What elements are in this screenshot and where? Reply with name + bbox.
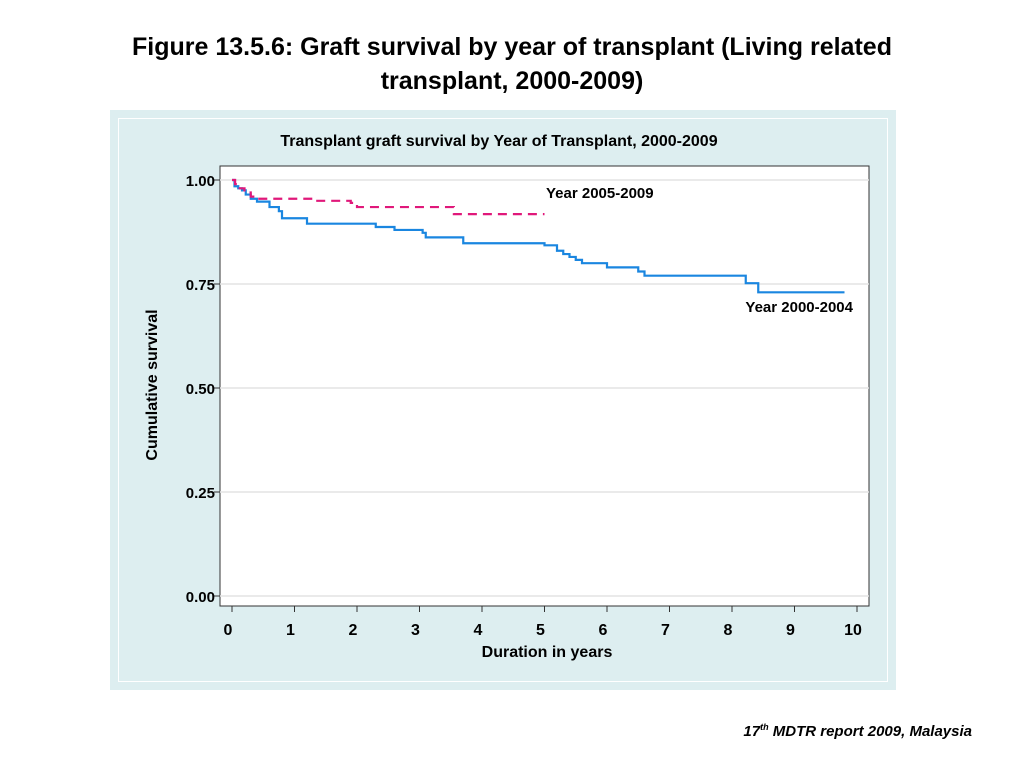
x-axis-label: Duration in years	[482, 644, 613, 661]
y-tick-label-0.25: 0.25	[186, 485, 215, 502]
x-tick-label-3: 3	[411, 622, 420, 639]
x-tick-label-2: 2	[349, 622, 358, 639]
slide-title-line-2: transplant, 2000-2009)	[380, 67, 644, 95]
y-tick-label-0.50: 0.50	[186, 381, 215, 398]
x-tick-label-9: 9	[786, 622, 795, 639]
x-tick-label-10: 10	[844, 622, 862, 639]
slide-title-line-1: Figure 13.5.6: Graft survival by year of…	[132, 33, 892, 61]
y-tick-label-0.75: 0.75	[186, 277, 215, 294]
x-tick-label-0: 0	[224, 622, 233, 639]
footer-text: MDTR report 2009, Malaysia	[768, 723, 972, 740]
y-tick-label-1.00: 1.00	[186, 173, 215, 190]
slide-title: Figure 13.5.6: Graft survival by year of…	[40, 30, 984, 98]
x-tick-label-4: 4	[474, 622, 483, 639]
y-tick-label-0.00: 0.00	[186, 589, 215, 606]
x-tick-label-6: 6	[599, 622, 608, 639]
series-line-2005-2009	[232, 178, 545, 216]
x-tick-label-5: 5	[536, 622, 545, 639]
chart-panel: Transplant graft survival by Year of Tra…	[110, 110, 896, 690]
series-line-2000-2004	[232, 178, 845, 294]
chart-inner-frame	[118, 118, 888, 682]
series-label-2005-2009: Year 2005-2009	[546, 185, 654, 202]
chart-title: Transplant graft survival by Year of Tra…	[280, 133, 717, 150]
footer-ordinal: 17	[743, 723, 761, 740]
x-tick-label-7: 7	[661, 622, 670, 639]
survival-chart: Transplant graft survival by Year of Tra…	[144, 133, 870, 661]
plot-area	[219, 165, 870, 607]
report-footer: 17th MDTR report 2009, Malaysia	[743, 722, 972, 740]
y-axis-label: Cumulative survival	[144, 309, 161, 460]
series-label-2000-2004: Year 2000-2004	[745, 299, 853, 316]
x-tick-label-1: 1	[286, 622, 295, 639]
x-tick-label-8: 8	[724, 622, 733, 639]
footer-ordinal-suffix: th	[760, 722, 769, 732]
